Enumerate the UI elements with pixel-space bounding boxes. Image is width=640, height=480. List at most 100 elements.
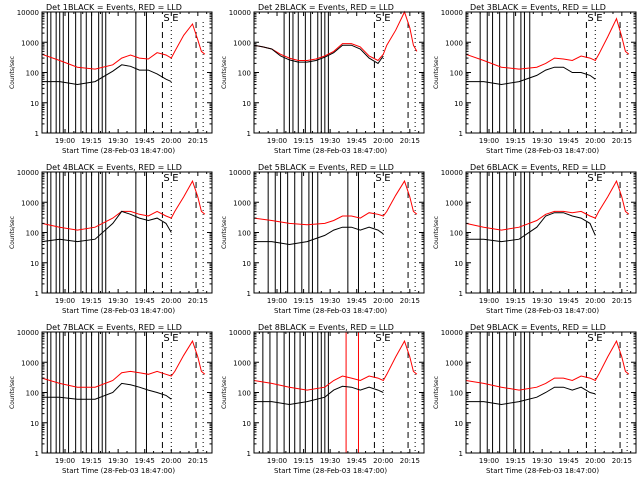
y-tick-label: 1000 — [445, 39, 463, 47]
x-tick-label: 20:15 — [188, 137, 208, 145]
x-tick-label: 20:15 — [612, 137, 632, 145]
y-tick-label: 100 — [450, 230, 463, 238]
x-tick-label: 19:30 — [320, 137, 340, 145]
y-tick-label: 1 — [247, 130, 251, 138]
x-tick-label: 19:45 — [135, 137, 155, 145]
x-tick-label: 19:15 — [81, 457, 101, 465]
x-tick-label: 19:30 — [532, 297, 552, 305]
y-tick-label: 10000 — [441, 329, 463, 337]
y-tick-label: 10 — [30, 100, 39, 108]
panel-title: Det 3 — [470, 3, 492, 12]
y-tick-label: 1000 — [21, 199, 39, 207]
panel-title-suffix: BLACK = Events, RED = LLD — [492, 3, 606, 12]
x-tick-label: 19:00 — [479, 297, 499, 305]
panel-title: Det 9 — [470, 323, 492, 332]
y-tick-label: 100 — [26, 230, 39, 238]
x-tick-label: 19:30 — [108, 457, 128, 465]
y-tick-label: 1000 — [445, 359, 463, 367]
series-events-line — [41, 210, 172, 243]
x-tick-label: 20:15 — [400, 457, 420, 465]
y-tick-label: 10000 — [229, 329, 251, 337]
y-tick-label: 1000 — [233, 199, 251, 207]
y-axis-title: Counts/sec — [9, 56, 16, 89]
plot-frame — [465, 331, 637, 454]
panel-title: Det 4 — [46, 163, 68, 172]
x-tick-label: 20:15 — [612, 297, 632, 305]
x-tick-label: 19:30 — [532, 137, 552, 145]
y-axis-title: Counts/sec — [221, 376, 228, 409]
panel-title: Det 5 — [258, 163, 280, 172]
series-lld-line — [253, 179, 418, 226]
end-marker-label: E — [384, 13, 390, 24]
x-tick-label: 19:15 — [505, 137, 525, 145]
end-marker-label: E — [172, 13, 178, 24]
y-tick-label: 10000 — [17, 169, 39, 177]
series-events-line — [42, 382, 172, 400]
y-tick-label: 1 — [247, 290, 251, 298]
x-tick-label: 19:45 — [347, 137, 367, 145]
y-tick-label: 10 — [30, 420, 39, 428]
x-tick-label: 19:15 — [81, 137, 101, 145]
start-marker-label: S — [163, 173, 169, 184]
x-tick-label: 20:15 — [188, 297, 208, 305]
x-tick-label: 19:00 — [267, 297, 287, 305]
y-axis-title: Counts/sec — [221, 56, 228, 89]
panel-title: Det 6 — [470, 163, 492, 172]
x-tick-label: 19:15 — [293, 457, 313, 465]
x-tick-label: 19:45 — [135, 297, 155, 305]
x-tick-label: 19:00 — [55, 137, 75, 145]
y-tick-label: 100 — [238, 230, 251, 238]
x-tick-label: 19:00 — [479, 457, 499, 465]
y-tick-label: 1000 — [445, 199, 463, 207]
y-tick-label: 1 — [247, 450, 251, 458]
x-tick-label: 19:15 — [505, 457, 525, 465]
y-tick-label: 1000 — [21, 39, 39, 47]
series-events-line — [42, 64, 172, 86]
x-tick-label: 20:00 — [161, 297, 181, 305]
y-tick-label: 1000 — [21, 359, 39, 367]
start-marker-label: S — [163, 333, 169, 344]
x-tick-label: 20:00 — [161, 137, 181, 145]
x-tick-label: 19:45 — [347, 457, 367, 465]
x-tick-label: 19:00 — [55, 457, 75, 465]
panel-title-suffix: BLACK = Events, RED = LLD — [492, 323, 606, 332]
y-axis-title: Counts/sec — [433, 216, 440, 249]
x-tick-label: 19:15 — [293, 297, 313, 305]
end-marker-label: E — [384, 173, 390, 184]
plot-frame — [41, 11, 213, 134]
y-tick-label: 1 — [459, 450, 463, 458]
plot-frame — [41, 171, 213, 294]
x-tick-label: 20:15 — [400, 297, 420, 305]
y-axis-title: Counts/sec — [433, 56, 440, 89]
end-marker-label: E — [172, 173, 178, 184]
x-tick-label: 19:30 — [532, 457, 552, 465]
x-axis-title: Start Time (28-Feb-03 18:47:00) — [62, 307, 175, 315]
y-tick-label: 100 — [238, 390, 251, 398]
panel-title-suffix: BLACK = Events, RED = LLD — [280, 163, 394, 172]
end-marker-label: E — [596, 13, 602, 24]
x-tick-label: 19:00 — [267, 457, 287, 465]
series-lld-line — [465, 339, 630, 391]
series-lld-line — [41, 22, 206, 70]
x-tick-label: 20:00 — [373, 457, 393, 465]
x-axis-title: Start Time (28-Feb-03 18:47:00) — [62, 147, 175, 155]
panel-title: Det 8 — [258, 323, 280, 332]
y-tick-label: 1000 — [233, 39, 251, 47]
x-tick-label: 20:15 — [612, 457, 632, 465]
x-tick-label: 20:00 — [373, 137, 393, 145]
x-tick-label: 19:45 — [559, 457, 579, 465]
y-tick-label: 10000 — [17, 329, 39, 337]
x-tick-label: 20:00 — [373, 297, 393, 305]
x-tick-label: 20:00 — [161, 457, 181, 465]
x-tick-label: 19:15 — [505, 297, 525, 305]
series-events-line — [254, 385, 384, 406]
panel-title-suffix: BLACK = Events, RED = LLD — [68, 323, 182, 332]
series-lld-line — [465, 179, 630, 231]
y-tick-label: 10 — [454, 260, 463, 268]
